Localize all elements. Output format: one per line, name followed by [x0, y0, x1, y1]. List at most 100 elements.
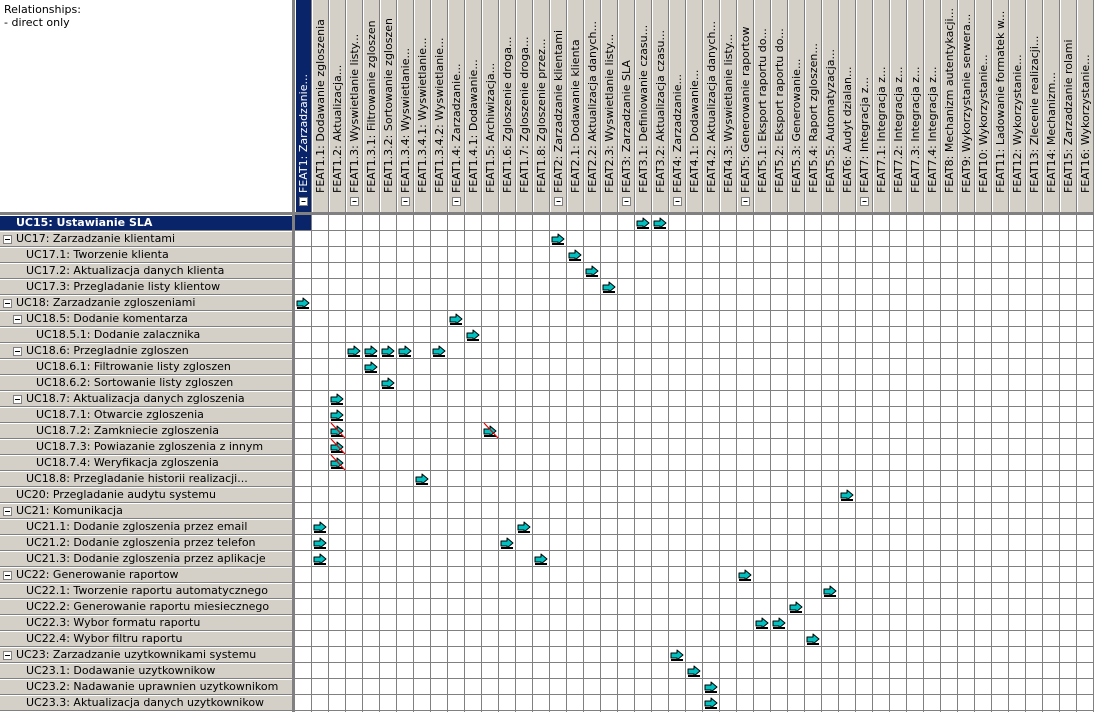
- column-header[interactable]: FEAT5.3: Generowanie...: [788, 0, 805, 212]
- collapse-toggle-icon[interactable]: [401, 197, 410, 206]
- trace-link-icon[interactable]: [347, 345, 361, 357]
- column-header[interactable]: FEAT1.3.2: Sortowanie zgloszen: [380, 0, 397, 212]
- trace-link-icon[interactable]: [585, 265, 599, 277]
- trace-link-icon[interactable]: [466, 329, 480, 341]
- collapse-toggle-icon[interactable]: [673, 197, 682, 206]
- trace-link-icon[interactable]: [330, 409, 344, 421]
- column-header[interactable]: FEAT12: Wykorzystanie...: [1009, 0, 1026, 212]
- row-header[interactable]: UC20: Przegladanie audytu systemu: [0, 487, 292, 503]
- row-header[interactable]: UC18.6.2: Sortowanie listy zgloszen: [0, 375, 292, 391]
- trace-link-icon[interactable]: [568, 249, 582, 261]
- column-header[interactable]: FEAT1.2: Aktualizacja...: [329, 0, 346, 212]
- trace-link-icon[interactable]: [823, 585, 837, 597]
- row-header[interactable]: UC21.2: Dodanie zgloszenia przez telefon: [0, 535, 292, 551]
- trace-link-icon[interactable]: [670, 649, 684, 661]
- column-header[interactable]: FEAT5: Generowanie raportow: [737, 0, 754, 212]
- trace-link-icon[interactable]: [381, 345, 395, 357]
- trace-link-icon[interactable]: [313, 553, 327, 565]
- row-header[interactable]: UC21.1: Dodanie zgloszenia przez email: [0, 519, 292, 535]
- trace-link-icon[interactable]: [789, 601, 803, 613]
- trace-link-icon[interactable]: [551, 233, 565, 245]
- trace-link-icon[interactable]: [534, 553, 548, 565]
- trace-link-icon[interactable]: [755, 617, 769, 629]
- trace-link-icon[interactable]: [500, 537, 514, 549]
- row-header[interactable]: UC18.7: Aktualizacja danych zgloszenia: [0, 391, 292, 407]
- row-header[interactable]: UC23.1: Dodawanie uzytkownikow: [0, 663, 292, 679]
- column-header[interactable]: FEAT1.6: Zgloszenie droga...: [499, 0, 516, 212]
- trace-link-icon[interactable]: [330, 393, 344, 405]
- trace-link-icon[interactable]: [364, 345, 378, 357]
- expand-toggle-icon[interactable]: [3, 507, 12, 516]
- trace-link-icon[interactable]: [398, 345, 412, 357]
- expand-toggle-icon[interactable]: [13, 347, 22, 356]
- expand-toggle-icon[interactable]: [3, 571, 12, 580]
- column-header[interactable]: FEAT3: Zarzadzanie SLA: [618, 0, 635, 212]
- column-header[interactable]: FEAT1.5: Archiwizacja...: [482, 0, 499, 212]
- trace-link-icon[interactable]: [636, 217, 650, 229]
- column-header[interactable]: FEAT1.4.1: Dodawanie...: [465, 0, 482, 212]
- column-header[interactable]: FEAT1.3.4.1: Wyswietlanie...: [414, 0, 431, 212]
- trace-link-icon[interactable]: [653, 217, 667, 229]
- column-header[interactable]: FEAT1.3.4.2: Wyswietlanie...: [431, 0, 448, 212]
- vertical-splitter[interactable]: [292, 0, 295, 712]
- row-header[interactable]: UC22.3: Wybor formatu raportu: [0, 615, 292, 631]
- suspect-link-icon[interactable]: [483, 422, 499, 439]
- trace-link-icon[interactable]: [704, 697, 718, 709]
- column-header[interactable]: FEAT4.3: Wyswietlanie listy...: [720, 0, 737, 212]
- collapse-toggle-icon[interactable]: [299, 197, 308, 206]
- row-header[interactable]: UC18.7.2: Zamkniecie zgloszenia: [0, 423, 292, 439]
- column-header[interactable]: FEAT5.1: Eksport raportu do...: [754, 0, 771, 212]
- column-header[interactable]: FEAT3.2: Aktualizacja czasu...: [652, 0, 669, 212]
- trace-link-icon[interactable]: [806, 633, 820, 645]
- trace-link-icon[interactable]: [296, 297, 310, 309]
- column-header[interactable]: FEAT5.5: Automatyzacja...: [822, 0, 839, 212]
- row-header[interactable]: UC21: Komunikacja: [0, 503, 292, 519]
- column-header[interactable]: FEAT7: Integracja z...: [856, 0, 873, 212]
- row-header[interactable]: UC18.6.1: Filtrowanie listy zgloszen: [0, 359, 292, 375]
- collapse-toggle-icon[interactable]: [350, 197, 359, 206]
- column-header[interactable]: FEAT5.2: Eksport raportu do...: [771, 0, 788, 212]
- column-header[interactable]: FEAT7.2: Integracja z...: [890, 0, 907, 212]
- trace-link-icon[interactable]: [449, 313, 463, 325]
- row-header[interactable]: UC17: Zarzadzanie klientami: [0, 231, 292, 247]
- column-header[interactable]: FEAT7.4: Integracja z...: [924, 0, 941, 212]
- column-header[interactable]: FEAT1.4: Zarzadzanie...: [448, 0, 465, 212]
- expand-toggle-icon[interactable]: [3, 651, 12, 660]
- suspect-link-icon[interactable]: [330, 438, 346, 455]
- column-header[interactable]: FEAT1.1: Dodawanie zgloszenia: [312, 0, 329, 212]
- column-header[interactable]: FEAT1.3: Wyswietlanie listy...: [346, 0, 363, 212]
- trace-link-icon[interactable]: [415, 473, 429, 485]
- row-header[interactable]: UC23.3: Aktualizacja danych uzytkownikow: [0, 695, 292, 711]
- column-header[interactable]: FEAT6: Audyt dzialan...: [839, 0, 856, 212]
- row-header[interactable]: UC23: Zarzadzanie uzytkownikami systemu: [0, 647, 292, 663]
- column-header[interactable]: FEAT4.1: Dodawanie...: [686, 0, 703, 212]
- suspect-link-icon[interactable]: [330, 422, 346, 439]
- collapse-toggle-icon[interactable]: [860, 197, 869, 206]
- expand-toggle-icon[interactable]: [13, 395, 22, 404]
- row-header[interactable]: UC18.5.1: Dodanie zalacznika: [0, 327, 292, 343]
- column-header[interactable]: FEAT7.1: Integracja z...: [873, 0, 890, 212]
- column-header[interactable]: FEAT14: Mechanizm...: [1043, 0, 1060, 212]
- column-header[interactable]: FEAT4.2: Aktualizacja danych...: [703, 0, 720, 212]
- row-header[interactable]: UC17.1: Tworzenie klienta: [0, 247, 292, 263]
- trace-link-icon[interactable]: [364, 361, 378, 373]
- row-header[interactable]: UC18.6: Przegladnie zgloszen: [0, 343, 292, 359]
- column-header[interactable]: FEAT9: Wykorzystanie serwera...: [958, 0, 975, 212]
- trace-link-icon[interactable]: [313, 537, 327, 549]
- row-header[interactable]: UC18.8: Przegladanie historii realizacji…: [0, 471, 292, 487]
- expand-toggle-icon[interactable]: [13, 315, 22, 324]
- column-header[interactable]: FEAT10: Wykorzystanie...: [975, 0, 992, 212]
- trace-link-icon[interactable]: [381, 377, 395, 389]
- column-header[interactable]: FEAT13: Zlecenie realizacji...: [1026, 0, 1043, 212]
- column-header[interactable]: FEAT11: Ladowanie formatek w...: [992, 0, 1009, 212]
- row-header[interactable]: UC23.2: Nadawanie uprawnien uzytkownikom: [0, 679, 292, 695]
- column-header[interactable]: FEAT8: Mechanizm autentykacji...: [941, 0, 958, 212]
- collapse-toggle-icon[interactable]: [622, 197, 631, 206]
- column-header[interactable]: FEAT1: Zarzadzanie...: [295, 0, 312, 212]
- column-header[interactable]: FEAT2.1: Dodawanie klienta: [567, 0, 584, 212]
- column-header[interactable]: FEAT2: Zarzadzanie klientami: [550, 0, 567, 212]
- collapse-toggle-icon[interactable]: [452, 197, 461, 206]
- selected-cell[interactable]: [295, 215, 311, 230]
- column-header[interactable]: FEAT5.4: Raport zgloszen...: [805, 0, 822, 212]
- row-header[interactable]: UC18: Zarzadzanie zgloszeniami: [0, 295, 292, 311]
